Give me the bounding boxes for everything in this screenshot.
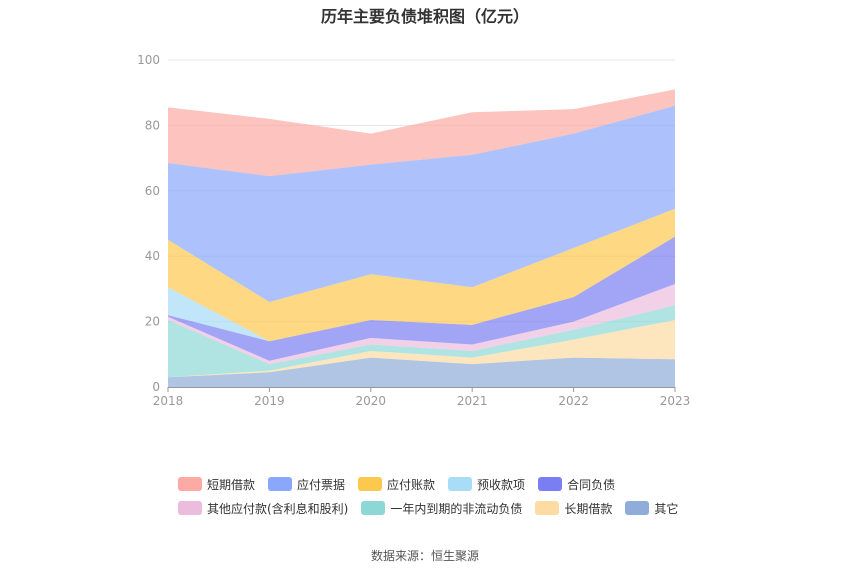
y-tick-label: 80 <box>145 118 160 132</box>
legend-item[interactable]: 长期借款 <box>535 500 612 517</box>
x-tick-label: 2023 <box>660 394 691 408</box>
chart-title: 历年主要负债堆积图（亿元） <box>320 7 529 26</box>
legend-item[interactable]: 一年内到期的非流动负债 <box>361 500 522 517</box>
area-series-8 <box>168 89 675 177</box>
legend-item[interactable]: 应付票据 <box>268 476 345 493</box>
legend-item[interactable]: 预收款项 <box>448 476 525 493</box>
legend-label: 其它 <box>654 501 679 516</box>
legend-item[interactable]: 应付账款 <box>358 476 435 493</box>
y-tick-label: 0 <box>152 380 160 394</box>
legend-label: 预收款项 <box>477 477 526 492</box>
area-series-3 <box>168 284 675 365</box>
legend-swatch <box>538 477 563 491</box>
legend-item[interactable]: 合同负债 <box>538 476 615 493</box>
y-tick-label: 40 <box>145 249 160 263</box>
x-tick-label: 2020 <box>356 394 387 408</box>
area-series-6 <box>168 208 675 342</box>
legend-label: 应付账款 <box>387 477 436 492</box>
legend-swatch <box>268 477 293 491</box>
legend-item[interactable]: 短期借款 <box>178 476 255 493</box>
area-series-7 <box>168 105 675 302</box>
area-series-1 <box>168 320 675 378</box>
area-series <box>168 89 675 387</box>
x-tick-label: 2021 <box>457 394 488 408</box>
legend-swatch <box>358 477 383 491</box>
legend-label: 其他应付款(含利息和股利) <box>207 501 349 516</box>
legend-label: 长期借款 <box>564 501 613 516</box>
legend-row: 其他应付款(含利息和股利) 一年内到期的非流动负债 长期借款 其它 <box>178 496 738 520</box>
legend: 短期借款 应付票据 应付账款 预收款项 合同负债其他应付款(含利息和股利) 一年内到期的非… <box>178 472 738 520</box>
area-series-4 <box>168 236 675 361</box>
data-source: 数据来源：恒生聚源 <box>370 549 479 563</box>
legend-swatch <box>448 477 473 491</box>
legend-swatch <box>625 501 650 515</box>
legend-label: 合同负债 <box>567 477 616 492</box>
legend-swatch <box>178 501 202 515</box>
legend-label: 应付票据 <box>297 477 346 492</box>
x-tick-label: 2022 <box>558 394 589 408</box>
legend-swatch <box>178 477 202 491</box>
area-series-2 <box>168 305 675 378</box>
legend-item[interactable]: 其他应付款(含利息和股利) <box>178 500 348 517</box>
legend-row: 短期借款 应付票据 应付账款 预收款项 合同负债 <box>178 472 738 496</box>
axes: 0 20 40 60 80 100 2018 2019 2020 2021 2022 2023 <box>137 53 690 408</box>
legend-label: 短期借款 <box>207 477 256 492</box>
x-tick-label: 2018 <box>153 394 184 408</box>
y-tick-label: 60 <box>145 184 160 198</box>
y-tick-label: 20 <box>145 315 160 329</box>
legend-label: 一年内到期的非流动负债 <box>390 501 523 516</box>
y-tick-label: 100 <box>137 53 160 67</box>
legend-swatch <box>361 501 386 515</box>
area-series-0 <box>168 357 675 387</box>
legend-item[interactable]: 其它 <box>625 500 678 517</box>
x-tick-label: 2019 <box>254 394 285 408</box>
legend-swatch <box>535 501 560 515</box>
